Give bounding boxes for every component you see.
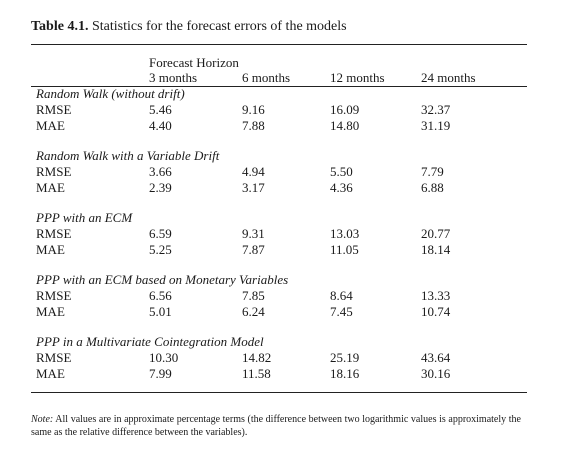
table-cell: 6.56 [149, 288, 172, 303]
table-note: Note: All values are in approximate perc… [31, 414, 521, 439]
table-cell: 32.37 [421, 102, 451, 117]
bottom-rule [31, 392, 527, 393]
table-cell: 13.03 [330, 226, 360, 241]
table-cell: 43.64 [421, 350, 451, 365]
table-cell: 18.14 [421, 242, 451, 257]
table-cell: 14.82 [242, 350, 272, 365]
table-cell: 31.19 [421, 118, 451, 133]
table-cell: 14.80 [330, 118, 360, 133]
row-label: RMSE [36, 164, 72, 179]
column-header-6-months: 6 months [242, 70, 291, 85]
table-cell: 8.64 [330, 288, 353, 303]
table-cell: 9.31 [242, 226, 265, 241]
table-cell: 5.50 [330, 164, 353, 179]
row-label: MAE [36, 118, 65, 133]
table-cell: 6.59 [149, 226, 172, 241]
header-group: Forecast Horizon [149, 55, 239, 70]
top-rule [31, 44, 527, 45]
table-cell: 7.88 [242, 118, 265, 133]
table-cell: 5.46 [149, 102, 172, 117]
table-cell: 6.24 [242, 304, 265, 319]
table-cell: 11.05 [330, 242, 359, 257]
table-cell: 20.77 [421, 226, 451, 241]
section-heading: Random Walk (without drift) [36, 86, 185, 101]
section-heading: PPP in a Multivariate Cointegration Mode… [36, 334, 264, 349]
table-cell: 4.36 [330, 180, 353, 195]
section-heading: Random Walk with a Variable Drift [36, 148, 220, 163]
table-cell: 16.09 [330, 102, 360, 117]
column-header-12-months: 12 months [330, 70, 385, 85]
table-cell: 5.01 [149, 304, 172, 319]
row-label: RMSE [36, 288, 72, 303]
note-text: All values are in approximate percentage… [31, 414, 521, 438]
table-cell: 6.88 [421, 180, 444, 195]
table-cell: 25.19 [330, 350, 360, 365]
table-cell: 7.45 [330, 304, 353, 319]
table-cell: 4.94 [242, 164, 265, 179]
table-cell: 4.40 [149, 118, 172, 133]
row-label: MAE [36, 242, 65, 257]
table-cell: 3.17 [242, 180, 265, 195]
table-cell: 3.66 [149, 164, 172, 179]
note-label: Note: [31, 414, 54, 425]
column-header-3-months: 3 months [149, 70, 198, 85]
table-cell: 7.99 [149, 366, 172, 381]
table-caption: Statistics for the forecast errors of th… [91, 19, 347, 34]
table-cell: 18.16 [330, 366, 360, 381]
section-heading: PPP with an ECM based on Monetary Variab… [36, 272, 289, 287]
table-title: Table 4.1. Statistics for the forecast e… [31, 19, 347, 35]
table-cell: 30.16 [421, 366, 451, 381]
column-header-24-months: 24 months [421, 70, 476, 85]
table-cell: 5.25 [149, 242, 172, 257]
table-label: Table 4.1. [31, 19, 89, 34]
table-cell: 9.16 [242, 102, 265, 117]
table-cell: 11.58 [242, 366, 271, 381]
table-cell: 10.74 [421, 304, 451, 319]
row-label: MAE [36, 366, 65, 381]
table-cell: 7.85 [242, 288, 265, 303]
header-rule [31, 86, 527, 87]
row-label: RMSE [36, 350, 72, 365]
table-cell: 13.33 [421, 288, 451, 303]
section-heading: PPP with an ECM [36, 210, 133, 225]
row-label: MAE [36, 304, 65, 319]
table-cell: 7.79 [421, 164, 444, 179]
table-cell: 10.30 [149, 350, 179, 365]
table-cell: 7.87 [242, 242, 265, 257]
row-label: MAE [36, 180, 65, 195]
row-label: RMSE [36, 102, 72, 117]
table-cell: 2.39 [149, 180, 172, 195]
row-label: RMSE [36, 226, 72, 241]
